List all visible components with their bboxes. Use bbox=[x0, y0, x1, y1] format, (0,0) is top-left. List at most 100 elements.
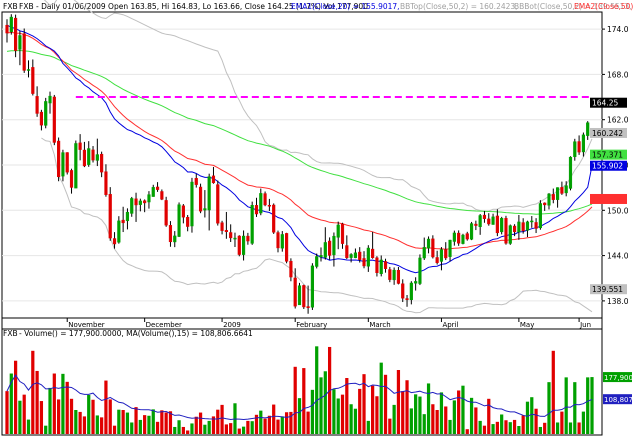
candle-body bbox=[233, 237, 237, 240]
date-label: Jun bbox=[579, 321, 591, 329]
candle-body bbox=[104, 171, 108, 195]
price-badge: 164.25 bbox=[590, 97, 627, 108]
candle-body bbox=[409, 282, 413, 301]
volume-bar bbox=[547, 382, 551, 434]
candle-body bbox=[487, 218, 491, 225]
volume-bar bbox=[293, 366, 297, 434]
candle-body bbox=[543, 202, 547, 206]
candle-body bbox=[250, 204, 254, 244]
volume-bar bbox=[383, 374, 388, 434]
candle-body bbox=[211, 175, 216, 184]
price-badge: 155.902 bbox=[590, 160, 627, 171]
candle-body bbox=[130, 198, 134, 214]
volume-bar bbox=[521, 415, 525, 434]
volume-bar bbox=[147, 415, 151, 434]
volume-bar bbox=[586, 377, 590, 434]
candle-body bbox=[422, 247, 426, 259]
candle-body bbox=[117, 220, 121, 243]
candle-body bbox=[414, 281, 418, 284]
volume-bar bbox=[431, 404, 435, 434]
candle-body bbox=[336, 224, 340, 238]
candle-body bbox=[207, 176, 211, 211]
volume-bar bbox=[39, 401, 44, 434]
volume-bar bbox=[250, 421, 254, 434]
volume-bar bbox=[452, 400, 456, 434]
candle-body bbox=[426, 238, 431, 249]
candle-body bbox=[241, 235, 246, 255]
volume-bar bbox=[203, 424, 207, 434]
ema50-line bbox=[6, 31, 593, 250]
volume-bar bbox=[267, 415, 272, 434]
volume-bar bbox=[82, 416, 87, 434]
candle-body bbox=[547, 193, 551, 206]
candle-body bbox=[26, 69, 31, 71]
price-grid bbox=[2, 28, 602, 302]
candle-body bbox=[538, 203, 542, 229]
volume-bar bbox=[211, 416, 216, 434]
volume-bar bbox=[487, 398, 491, 434]
candle-body bbox=[78, 142, 82, 150]
volume-bar bbox=[65, 381, 69, 434]
volume-bar bbox=[160, 410, 164, 434]
volume-bar bbox=[332, 389, 336, 434]
volume-bar bbox=[207, 420, 211, 434]
candle-body bbox=[452, 232, 456, 242]
candle-body bbox=[306, 306, 310, 308]
candle-body bbox=[160, 191, 164, 200]
candle-body bbox=[457, 232, 461, 244]
volume-bar bbox=[495, 421, 499, 434]
volume-bar bbox=[112, 425, 117, 434]
candle-body bbox=[469, 223, 474, 240]
candle-body bbox=[108, 194, 112, 239]
candle-body bbox=[521, 222, 525, 232]
candle-body bbox=[143, 200, 147, 204]
volume-bar bbox=[319, 377, 323, 434]
candle-body bbox=[216, 184, 220, 224]
volume-bar bbox=[272, 404, 276, 434]
legend-ema1: EMA1(Close,20) = 155.9017, bbox=[291, 2, 400, 11]
volume-bar bbox=[375, 396, 379, 434]
candle-body bbox=[198, 186, 203, 212]
candle-body bbox=[366, 247, 370, 267]
volume-bar bbox=[418, 396, 422, 434]
volume-bar bbox=[581, 411, 586, 434]
volume-bar bbox=[405, 380, 409, 434]
volume-bar bbox=[392, 404, 396, 434]
price-header-symbol: FXB bbox=[3, 2, 18, 11]
volume-bar bbox=[461, 385, 465, 434]
candle-body bbox=[39, 111, 43, 126]
volume-bar bbox=[478, 420, 482, 434]
candle-body bbox=[155, 186, 160, 190]
bollinger-bottom-line bbox=[41, 137, 593, 314]
candle-body bbox=[564, 185, 568, 194]
volume-bar bbox=[306, 411, 310, 434]
price-badge-label: 157.371 bbox=[592, 151, 623, 160]
candle-body bbox=[61, 152, 65, 177]
candle-body bbox=[31, 67, 35, 94]
candle-body bbox=[461, 234, 465, 244]
volume-bar bbox=[61, 373, 65, 434]
volume-bar bbox=[229, 423, 233, 434]
volume-bar bbox=[426, 383, 431, 434]
volume-bar bbox=[409, 408, 413, 434]
volume-bar bbox=[280, 416, 284, 434]
candle-body bbox=[151, 187, 155, 197]
volume-bar bbox=[504, 420, 508, 434]
volume-bar bbox=[530, 397, 534, 434]
candle-body bbox=[177, 204, 181, 237]
volume-bar bbox=[573, 382, 577, 434]
candle-body bbox=[186, 216, 190, 227]
volume-bar bbox=[224, 424, 228, 434]
candle-body bbox=[95, 154, 99, 161]
price-badges: 164.25 160.242 157.371 155.902 151.500 139.55… bbox=[590, 97, 627, 295]
price-badge-bg bbox=[590, 284, 627, 295]
volume-bar bbox=[95, 415, 99, 434]
candle-body bbox=[173, 235, 177, 243]
price-badge: 151.500 bbox=[590, 193, 627, 204]
candle-body bbox=[396, 269, 401, 284]
volume-bar bbox=[543, 422, 547, 434]
volume-bar bbox=[302, 368, 306, 434]
candle-body bbox=[319, 255, 323, 258]
candle-body bbox=[323, 242, 327, 258]
